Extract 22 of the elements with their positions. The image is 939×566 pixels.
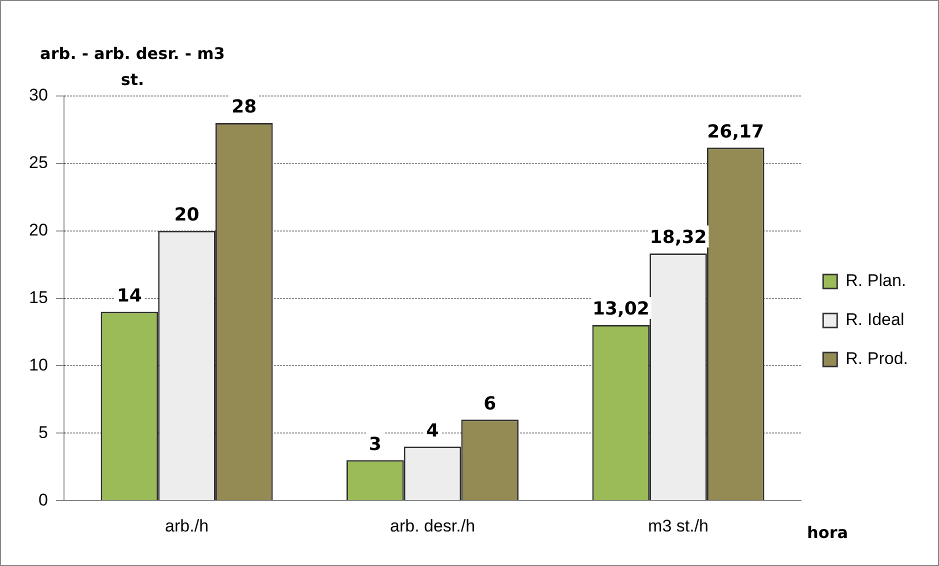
data-label: 28 bbox=[232, 96, 257, 118]
data-label: 6 bbox=[484, 393, 496, 414]
y-tick-label: 0 bbox=[38, 490, 48, 510]
y-tick-label: 15 bbox=[28, 288, 48, 307]
data-label: 26,17 bbox=[707, 121, 764, 142]
x-axis-title: hora bbox=[807, 523, 848, 542]
y-tick-label: 10 bbox=[28, 355, 48, 374]
x-tick-label: m3 st./h bbox=[648, 516, 709, 536]
data-label: 13,02 bbox=[592, 298, 650, 320]
y-tick-label: 20 bbox=[28, 220, 48, 240]
data-label: 4 bbox=[426, 420, 439, 442]
legend-label: R. Plan. bbox=[846, 271, 906, 290]
data-label: 3 bbox=[368, 434, 382, 455]
x-tick-label: arb./h bbox=[165, 516, 209, 536]
data-label: 14 bbox=[116, 285, 142, 306]
x-tick-label: arb. desr./h bbox=[390, 516, 476, 536]
data-label: 18,32 bbox=[650, 227, 707, 248]
legend-label: R. Ideal bbox=[846, 310, 904, 330]
y-tick-label: 5 bbox=[38, 422, 48, 442]
y-tick-label: 25 bbox=[28, 153, 48, 172]
legend-label: R. Prod. bbox=[846, 349, 908, 368]
data-label: 20 bbox=[174, 204, 200, 226]
